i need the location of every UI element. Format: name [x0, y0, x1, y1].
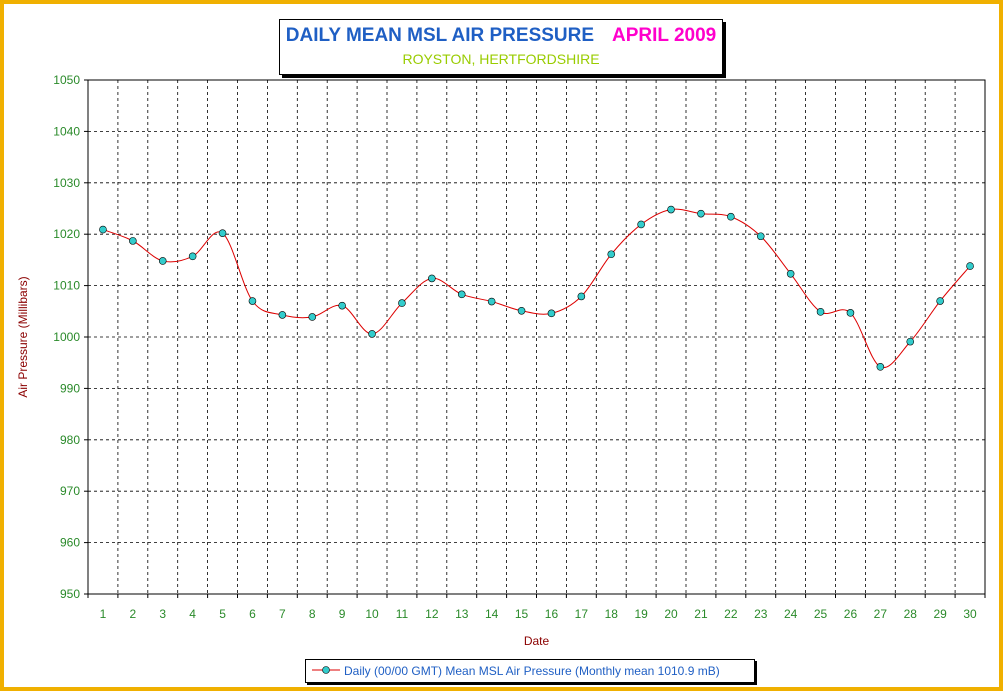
data-point — [697, 209, 705, 218]
data-point — [457, 290, 466, 299]
data-point — [248, 297, 257, 305]
y-tick-label: 990 — [60, 381, 80, 395]
series-line — [102, 208, 971, 369]
data-point — [727, 212, 735, 221]
y-tick-label: 1020 — [53, 227, 80, 241]
x-tick-label: 4 — [189, 607, 196, 621]
y-tick-label: 960 — [60, 536, 80, 550]
x-tick-label: 8 — [309, 607, 316, 621]
y-axis: 950 960 970 980 990 1000 1010 1020 1030 1040 1050 — [53, 73, 88, 601]
data-point — [547, 309, 556, 318]
y-tick-label: 1040 — [53, 124, 80, 138]
x-tick-label: 7 — [279, 607, 286, 621]
x-tick-label: 3 — [159, 607, 166, 621]
x-tick-label: 30 — [963, 607, 977, 621]
data-point — [607, 250, 616, 259]
y-tick-label: 970 — [60, 484, 80, 498]
data-point — [487, 297, 496, 306]
x-tick-label: 24 — [784, 607, 798, 621]
legend: Daily (00/00 GMT) Mean MSL Air Pressure … — [305, 659, 755, 683]
chart-title-month: APRIL 2009 — [612, 25, 717, 46]
data-point — [906, 337, 915, 346]
data-point — [188, 252, 197, 261]
x-tick-label: 25 — [814, 607, 828, 621]
x-tick-label: 20 — [664, 607, 678, 621]
x-tick-label: 26 — [844, 607, 858, 621]
data-point — [99, 225, 107, 234]
legend-marker-icon — [312, 666, 340, 674]
chart-title: DAILY MEAN MSL AIR PRESSURE — [285, 25, 595, 46]
x-tick-label: 14 — [485, 607, 499, 621]
legend-entry: Daily (00/00 GMT) Mean MSL Air Pressure … — [344, 664, 720, 678]
x-tick-label: 23 — [754, 607, 768, 621]
data-point — [637, 220, 645, 229]
data-point — [398, 299, 406, 307]
x-tick-label: 13 — [455, 607, 469, 621]
data-point — [756, 232, 765, 241]
x-axis: 1 2 3 4 5 6 7 8 9 10 11 12 13 14 15 16 17 18 19 20 21 22 23 24 2… — [87, 594, 986, 621]
data-point — [816, 308, 825, 316]
data-point — [338, 301, 346, 310]
y-tick-label: 950 — [60, 587, 80, 601]
x-tick-label: 19 — [634, 607, 648, 621]
x-tick-label: 17 — [575, 607, 589, 621]
x-tick-label: 15 — [515, 607, 529, 621]
data-point — [368, 330, 376, 338]
series-points — [99, 205, 974, 371]
x-tick-label: 18 — [605, 607, 619, 621]
x-tick-label: 16 — [545, 607, 559, 621]
y-tick-label: 1010 — [53, 279, 80, 293]
y-axis-label: Air Pressure (Millibars) — [16, 276, 30, 397]
data-point — [846, 309, 855, 317]
data-point — [129, 237, 137, 245]
x-tick-label: 1 — [100, 607, 107, 621]
x-tick-label: 9 — [339, 607, 346, 621]
y-tick-label: 980 — [60, 433, 80, 447]
x-tick-label: 22 — [724, 607, 738, 621]
y-tick-label: 1030 — [53, 176, 80, 190]
data-point — [876, 363, 885, 371]
data-point — [966, 262, 974, 270]
x-tick-label: 27 — [874, 607, 888, 621]
x-tick-label: 29 — [933, 607, 947, 621]
x-tick-label: 6 — [249, 607, 256, 621]
x-tick-label: 10 — [365, 607, 379, 621]
x-tick-label: 11 — [396, 607, 409, 621]
data-point — [308, 313, 317, 321]
gridlines — [88, 80, 985, 594]
data-point — [936, 297, 944, 305]
x-axis-label: Date — [524, 634, 550, 648]
x-tick-label: 2 — [130, 607, 137, 621]
y-tick-label: 1000 — [53, 330, 80, 344]
data-point — [158, 257, 167, 265]
data-point — [786, 269, 795, 278]
data-point — [218, 229, 227, 237]
x-tick-label: 28 — [904, 607, 918, 621]
data-point — [428, 274, 436, 283]
chart-subtitle: ROYSTON, HERTFORDSHIRE — [402, 51, 600, 67]
data-point — [667, 205, 675, 214]
x-tick-label: 5 — [219, 607, 226, 621]
data-point — [577, 292, 586, 301]
x-tick-label: 12 — [425, 607, 439, 621]
data-point — [278, 311, 287, 319]
title-box: DAILY MEAN MSL AIR PRESSURE APRIL 2009 RO… — [279, 19, 723, 75]
x-tick-label: 21 — [694, 607, 708, 621]
data-point — [517, 306, 526, 315]
y-tick-label: 1050 — [53, 73, 80, 87]
